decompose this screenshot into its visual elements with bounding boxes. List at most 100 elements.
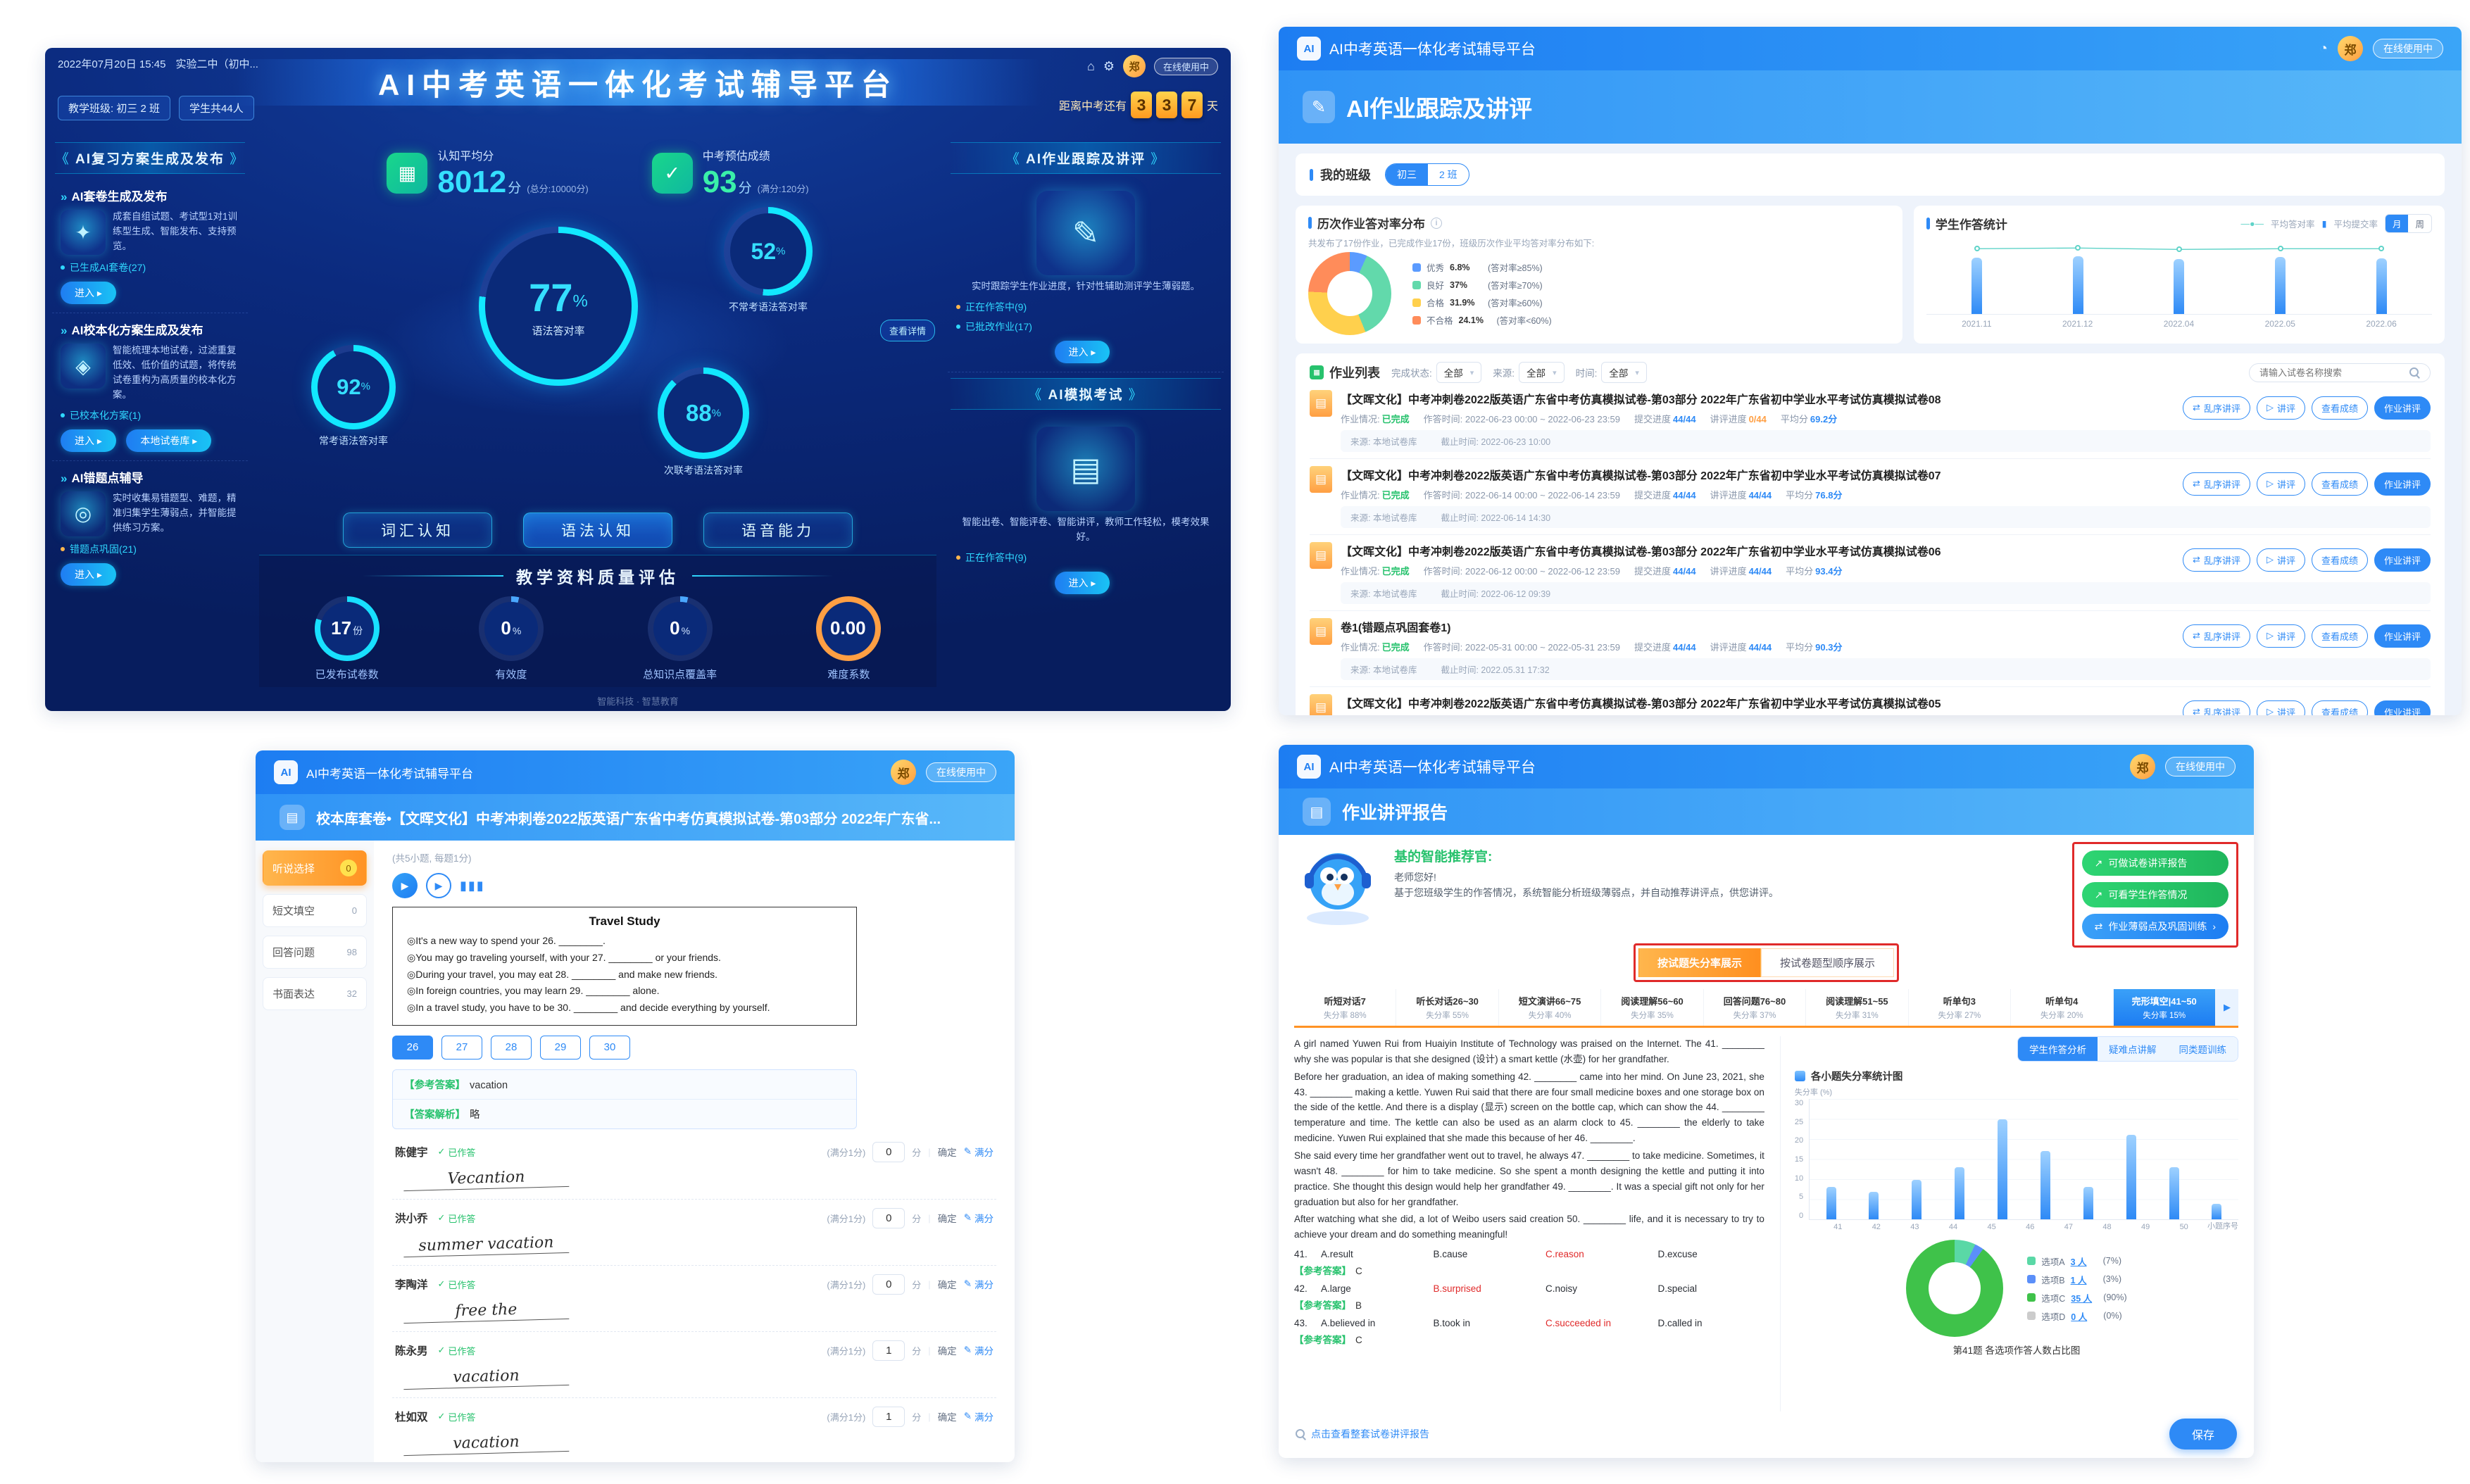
shuffle-review-button[interactable]: ⇄ 乱序讲评: [2183, 548, 2250, 572]
student-answers-button[interactable]: ↗ 可看学生作答情况: [2081, 882, 2228, 907]
info-icon[interactable]: i: [1431, 217, 1442, 229]
sidebar-item-answer-questions[interactable]: 回答问题 98: [263, 936, 367, 969]
answering-now-link[interactable]: 正在作答中(9): [956, 300, 1215, 314]
homework-review-button[interactable]: 作业讲评: [2374, 396, 2431, 420]
view-scores-button[interactable]: 查看成绩: [2311, 624, 2368, 648]
view-scores-button[interactable]: 查看成绩: [2311, 396, 2368, 420]
confirm-button[interactable]: 确定: [938, 1343, 957, 1357]
full-score-button[interactable]: ✎ 满分: [963, 1278, 993, 1291]
shuffle-review-button[interactable]: ⇄ 乱序讲评: [2183, 396, 2250, 420]
question-tab-26[interactable]: 26: [392, 1035, 433, 1059]
homework-review-button[interactable]: 作业讲评: [2374, 472, 2431, 496]
status-select[interactable]: 全部 ▾: [1436, 362, 1482, 383]
qtab-reading-51-55[interactable]: 阅读理解51~55 失分率 31%: [1806, 989, 1909, 1026]
score-input[interactable]: 0: [872, 1207, 905, 1228]
toggle-month[interactable]: 月: [2385, 215, 2409, 232]
sidebar-item-cloze[interactable]: 短文填空 0: [263, 894, 367, 927]
homework-review-button[interactable]: 作业讲评: [2374, 548, 2431, 572]
avatar[interactable]: 郑: [2338, 36, 2363, 61]
homework-list-item[interactable]: ▤ 卷1(错题点巩固套卷1) 作业情况: 已完成 作答时间: 2022-05-31…: [1310, 611, 2431, 687]
score-input[interactable]: 1: [872, 1406, 905, 1427]
class-selector[interactable]: 教学班级: 初三 2 班: [58, 96, 171, 120]
question-tab-28[interactable]: 28: [491, 1035, 532, 1059]
qtab-single-4[interactable]: 听单句4 失分率 20%: [2011, 989, 2114, 1026]
qtab-short-dialog[interactable]: 听短对话7 失分率 88%: [1294, 989, 1397, 1026]
avatar[interactable]: 郑: [891, 760, 916, 785]
qtab-passage-speech[interactable]: 短文演讲66~75 失分率 40%: [1498, 989, 1602, 1026]
avatar[interactable]: 郑: [1122, 55, 1146, 77]
question-tab-27[interactable]: 27: [441, 1035, 482, 1059]
score-input[interactable]: 1: [872, 1340, 905, 1361]
next-tabs-arrow[interactable]: ▶: [2215, 989, 2238, 1026]
sidebar-item-writing[interactable]: 书面表达 32: [263, 977, 367, 1010]
review-button[interactable]: ▷ 讲评: [2256, 624, 2305, 648]
qtab-reading-56-60[interactable]: 阅读理解56~60 失分率 35%: [1601, 989, 1704, 1026]
tab-difficult-points[interactable]: 疑难点讲解: [2098, 1037, 2168, 1061]
homework-review-button[interactable]: 作业讲评: [2374, 624, 2431, 648]
homework-title[interactable]: 【文晖文化】中考冲刺卷2022版英语广东省中考仿真模拟试卷-第03部分 2022…: [1341, 394, 1941, 406]
full-score-button[interactable]: ✎ 满分: [963, 1146, 993, 1159]
full-score-button[interactable]: ✎ 满分: [963, 1212, 993, 1225]
shuffle-review-button[interactable]: ⇄ 乱序讲评: [2183, 700, 2250, 715]
qtab-long-dialog[interactable]: 听长对话26~30 失分率 55%: [1396, 989, 1499, 1026]
review-button[interactable]: ▷ 讲评: [2256, 472, 2305, 496]
confirm-button[interactable]: 确定: [938, 1145, 957, 1159]
confirm-button[interactable]: 确定: [938, 1277, 957, 1291]
tab-grammar-cognition[interactable]: 语法认知: [523, 513, 672, 548]
homework-title[interactable]: 【文晖文化】中考冲刺卷2022版英语广东省中考仿真模拟试卷-第03部分 2022…: [1341, 698, 1941, 710]
review-button[interactable]: ▷ 讲评: [2256, 548, 2305, 572]
tab-by-paper-order[interactable]: 按试卷题型顺序展示: [1761, 948, 1895, 977]
question-tab-29[interactable]: 29: [540, 1035, 581, 1059]
shuffle-review-button[interactable]: ⇄ 乱序讲评: [2183, 624, 2250, 648]
enter-button[interactable]: 进入 ▸: [1054, 571, 1110, 594]
score-input[interactable]: 0: [872, 1274, 905, 1295]
score-input[interactable]: 0: [872, 1141, 905, 1162]
save-button[interactable]: 保存: [2169, 1419, 2237, 1450]
sidebar-item-listening-choice[interactable]: 听说选择 0: [263, 850, 367, 886]
view-detail-button[interactable]: 查看详情: [879, 320, 935, 341]
question-tab-30[interactable]: 30: [589, 1035, 630, 1059]
replay-button[interactable]: ▶: [426, 873, 451, 898]
tab-similar-training[interactable]: 同类题训练: [2167, 1037, 2238, 1061]
avatar[interactable]: 郑: [2130, 754, 2155, 779]
search-input[interactable]: [2259, 367, 2404, 378]
school-plan-link[interactable]: 已校本化方案(1): [61, 408, 239, 422]
search-icon[interactable]: [2409, 367, 2420, 378]
full-score-button[interactable]: ✎ 满分: [963, 1411, 993, 1423]
shuffle-review-button[interactable]: ⇄ 乱序讲评: [2183, 472, 2250, 496]
enter-button[interactable]: 进入 ▸: [61, 429, 116, 452]
error-points-link[interactable]: 错题点巩固(21): [61, 542, 239, 556]
confirm-button[interactable]: 确定: [938, 1211, 957, 1225]
paper-review-report-button[interactable]: ↗ 可做试卷讲评报告: [2081, 850, 2228, 876]
qtab-answer-76-80[interactable]: 回答问题76~80 失分率 37%: [1703, 989, 1807, 1026]
local-paper-library-button[interactable]: 本地试卷库 ▸: [126, 429, 212, 452]
homework-title[interactable]: 卷1(错题点巩固套卷1): [1341, 622, 1451, 634]
enter-button[interactable]: 进入 ▸: [61, 562, 116, 586]
homework-title[interactable]: 【文晖文化】中考冲刺卷2022版英语广东省中考仿真模拟试卷-第03部分 2022…: [1341, 546, 1941, 558]
review-button[interactable]: ▷ 讲评: [2256, 396, 2305, 420]
qtab-single-3[interactable]: 听单句3 失分率 27%: [1908, 989, 2012, 1026]
homework-list-item[interactable]: ▤ 【文晖文化】中考冲刺卷2022版英语广东省中考仿真模拟试卷-第03部分 20…: [1310, 687, 2431, 715]
tab-student-analysis[interactable]: 学生作答分析: [2018, 1037, 2098, 1061]
enter-button[interactable]: 进入 ▸: [61, 282, 116, 304]
homework-list-item[interactable]: ▤ 【文晖文化】中考冲刺卷2022版英语广东省中考仿真模拟试卷-第03部分 20…: [1310, 459, 2431, 535]
tab-vocabulary-cognition[interactable]: 词汇认知: [343, 513, 492, 548]
brand[interactable]: AI AI中考英语一体化考试辅导平台: [1297, 755, 1536, 779]
tab-speech-ability[interactable]: 语音能力: [703, 513, 853, 548]
qtab-cloze-41-50[interactable]: 完形填空|41~50 失分率 15%: [2113, 989, 2216, 1026]
brand[interactable]: AI AI中考英语一体化考试辅导平台: [1297, 37, 1536, 61]
full-score-button[interactable]: ✎ 满分: [963, 1345, 993, 1357]
homework-review-button[interactable]: 作业讲评: [2374, 700, 2431, 715]
play-button[interactable]: ▶: [392, 873, 418, 898]
toggle-week[interactable]: 周: [2415, 220, 2424, 229]
time-select[interactable]: 全部 ▾: [1601, 362, 1647, 383]
class-segment[interactable]: 2 班: [1439, 169, 1457, 180]
view-scores-button[interactable]: 查看成绩: [2311, 548, 2368, 572]
enter-button[interactable]: 进入 ▸: [1054, 340, 1110, 363]
generated-papers-link[interactable]: 已生成AI套卷(27): [61, 260, 239, 275]
bell-icon[interactable]: ◔: [2319, 40, 2328, 56]
home-icon[interactable]: ⌂: [1086, 58, 1095, 73]
answering-now-link[interactable]: 正在作答中(9): [956, 551, 1215, 565]
class-segment[interactable]: 初三: [1386, 164, 1428, 185]
homework-list-item[interactable]: ▤ 【文晖文化】中考冲刺卷2022版英语广东省中考仿真模拟试卷-第03部分 20…: [1310, 535, 2431, 611]
